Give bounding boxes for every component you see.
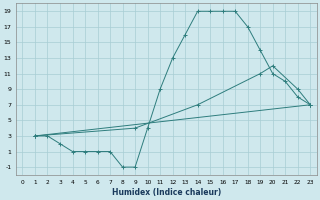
X-axis label: Humidex (Indice chaleur): Humidex (Indice chaleur) [112, 188, 221, 197]
